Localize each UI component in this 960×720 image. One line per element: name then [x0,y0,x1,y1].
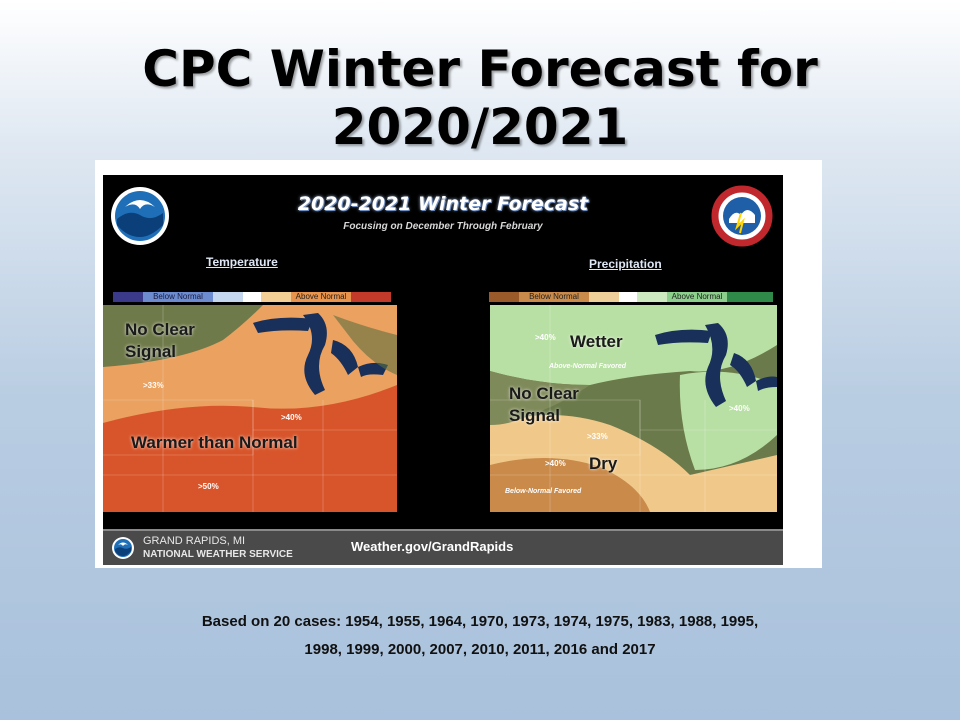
precipitation-map [490,305,777,512]
legend-precip-below-normal: Below Normal [519,292,589,302]
noaa-logo-icon [111,187,169,245]
legend-above-normal: Above Normal [291,292,351,302]
precipitation-pct-40-nw: >40% [535,333,556,342]
dry-label: Dry [589,454,618,473]
precipitation-pct-33: >33% [587,432,608,441]
footer-noaa-logo-icon [112,537,134,559]
graphic-title: 2020-2021 Winter Forecast [297,193,589,215]
temperature-pct-50: >50% [198,482,219,491]
temperature-no-clear-signal-label: No Clear Signal [125,320,195,361]
below-normal-favored-label: Below-Normal Favored [505,488,582,495]
precipitation-heading: Precipitation [589,257,662,271]
slide-title-line2: 2020/2021 [331,98,629,156]
legend-below-normal: Below Normal [143,292,213,302]
caption-line1: Based on 20 cases: 1954, 1955, 1964, 197… [201,613,759,630]
legend-precip-above-normal: Above Normal [667,292,727,302]
precipitation-no-clear-signal-label: No Clear Signal [509,384,579,425]
above-normal-favored-label: Above-Normal Favored [549,363,627,370]
graphic-subtitle: Focusing on December Through February [343,221,543,232]
graphic-footer: GRAND RAPIDS, MI NATIONAL WEATHER SERVIC… [103,529,783,565]
forecast-graphic: 2020-2021 Winter Forecast Focusing on De… [103,175,783,565]
precipitation-pct-40-s: >40% [545,459,566,468]
precipitation-legend: Below Normal Above Normal [489,292,773,302]
slide-title: CPC Winter Forecast for 2020/2021 [0,40,960,156]
precipitation-pct-40-e: >40% [729,404,750,413]
slide-caption: Based on 20 cases: 1954, 1955, 1964, 197… [40,608,920,664]
nws-logo-icon [711,185,773,247]
footer-url[interactable]: Weather.gov/GrandRapids [351,539,514,554]
warmer-than-normal-label: Warmer than Normal [131,433,298,452]
temperature-heading: Temperature [206,255,278,269]
temperature-map [103,305,397,512]
slide-title-line1: CPC Winter Forecast for [142,40,818,98]
temperature-pct-40: >40% [281,413,302,422]
footer-city: GRAND RAPIDS, MI [143,535,246,547]
wetter-label: Wetter [570,332,623,351]
footer-org: NATIONAL WEATHER SERVICE [143,549,293,560]
temperature-legend: Below Normal Above Normal [113,292,391,302]
temperature-pct-33: >33% [143,381,164,390]
caption-line2: 1998, 1999, 2000, 2007, 2010, 2011, 2016… [304,641,656,658]
